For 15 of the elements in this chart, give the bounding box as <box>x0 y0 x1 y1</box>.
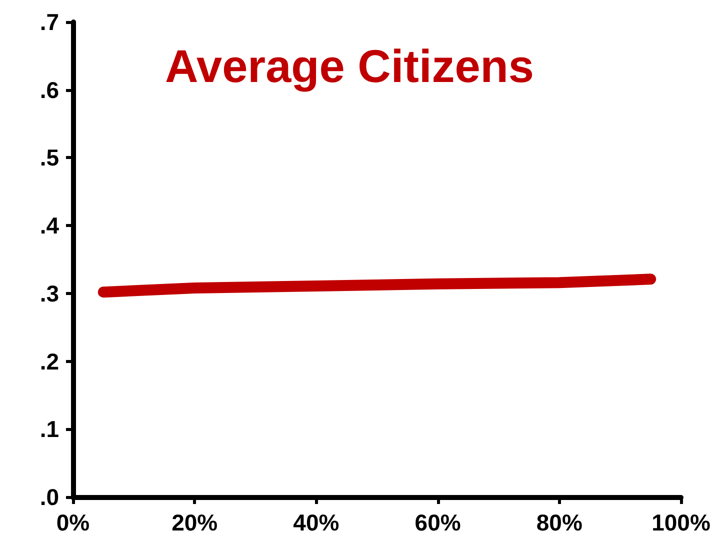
x-tick-label: 60% <box>414 510 461 536</box>
y-tick-label: .7 <box>40 9 59 35</box>
y-tick-label: .2 <box>40 348 59 374</box>
y-tick-label: .6 <box>40 76 59 103</box>
x-tick-label: 20% <box>172 510 218 536</box>
y-tick-label: .1 <box>40 416 60 442</box>
y-tick-label: .3 <box>40 280 59 306</box>
y-tick-label: .4 <box>40 212 60 239</box>
x-tick-label: 40% <box>293 510 340 536</box>
y-tick-label: .5 <box>40 144 60 171</box>
y-tick-label: .0 <box>40 484 59 510</box>
x-tick-label: 100% <box>652 510 710 536</box>
x-tick-label: 80% <box>536 510 582 536</box>
chart-title: Average Citizens <box>165 40 534 92</box>
x-tick-label: 0% <box>56 510 90 536</box>
